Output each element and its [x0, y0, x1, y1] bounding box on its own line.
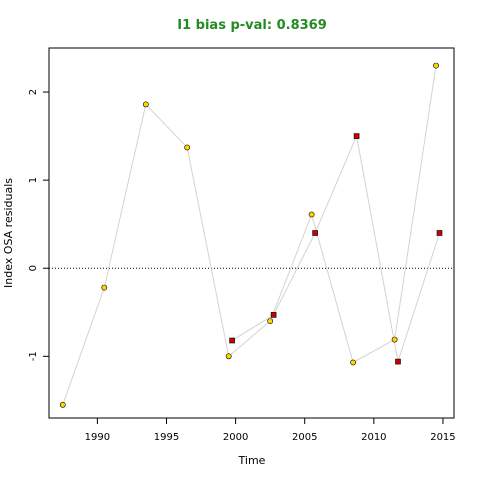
x-tick-label: 2015 [430, 432, 455, 443]
series-1-point [184, 144, 191, 151]
series-1-point [142, 101, 149, 108]
series-2-point [312, 230, 318, 236]
chart-title: I1 bias p-val: 0.8369 [177, 18, 327, 33]
series-1-point [267, 318, 274, 324]
series-1-point [59, 401, 66, 408]
x-tick-label: 2000 [223, 432, 248, 443]
x-tick-label: 2010 [361, 432, 386, 443]
series-1-point [433, 62, 439, 69]
series-2-point [436, 230, 443, 236]
series-1-point [350, 359, 356, 366]
x-tick-label: 2005 [292, 432, 317, 443]
y-tick-label: 0 [28, 265, 39, 271]
series-1-point [391, 336, 398, 343]
series-1-point [101, 284, 108, 291]
series-2-point [229, 337, 235, 344]
y-axis-label: Index OSA residuals [2, 178, 15, 288]
series-1-point [225, 353, 232, 360]
x-axis: 1990 1995 2000 2005 2010 2015 [85, 418, 456, 443]
y-tick-label: 2 [28, 89, 39, 95]
x-tick-label: 1995 [154, 432, 179, 443]
x-axis-label: Time [238, 454, 266, 467]
series-1-line [62, 65, 437, 405]
series-1-point [308, 211, 315, 218]
series-2-point [270, 312, 277, 318]
x-tick-label: 1990 [85, 432, 110, 443]
series-2-point [395, 358, 401, 365]
plot-area [49, 62, 454, 408]
y-tick-label: -1 [28, 351, 39, 361]
y-tick-label: 1 [28, 177, 39, 183]
y-axis: -1 0 1 2 [28, 89, 49, 361]
series-2-point [353, 133, 360, 139]
plot-frame [48, 47, 455, 419]
series-2-line [231, 134, 440, 362]
